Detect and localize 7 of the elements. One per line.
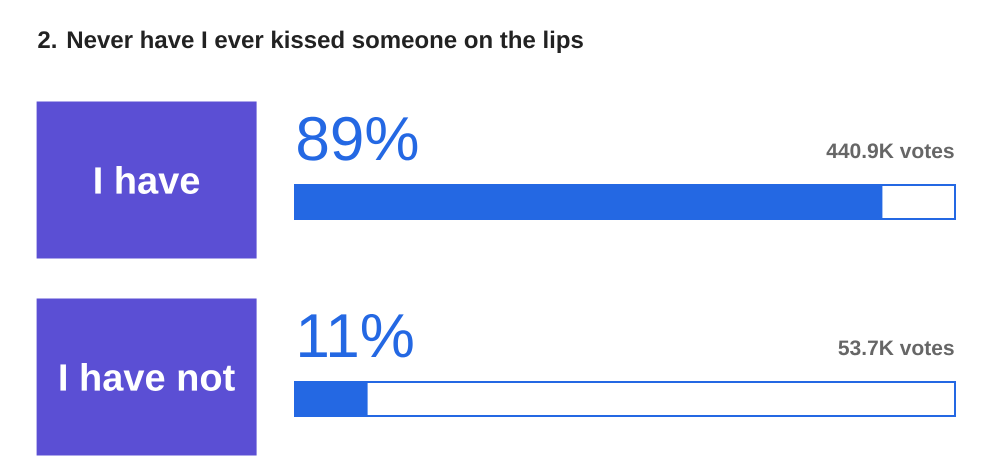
y-tick-label: I have not bbox=[60, 363, 235, 391]
data-label: 11% bbox=[300, 314, 413, 358]
annotation: 53.7K votes bbox=[838, 340, 954, 356]
annotation: 440.9K votes bbox=[826, 143, 954, 158]
chart-title: 2. Never have I ever kissed someone on the lips bbox=[38, 30, 583, 53]
y-tick-label: I have bbox=[95, 166, 200, 194]
data-label: 89% bbox=[298, 116, 418, 161]
